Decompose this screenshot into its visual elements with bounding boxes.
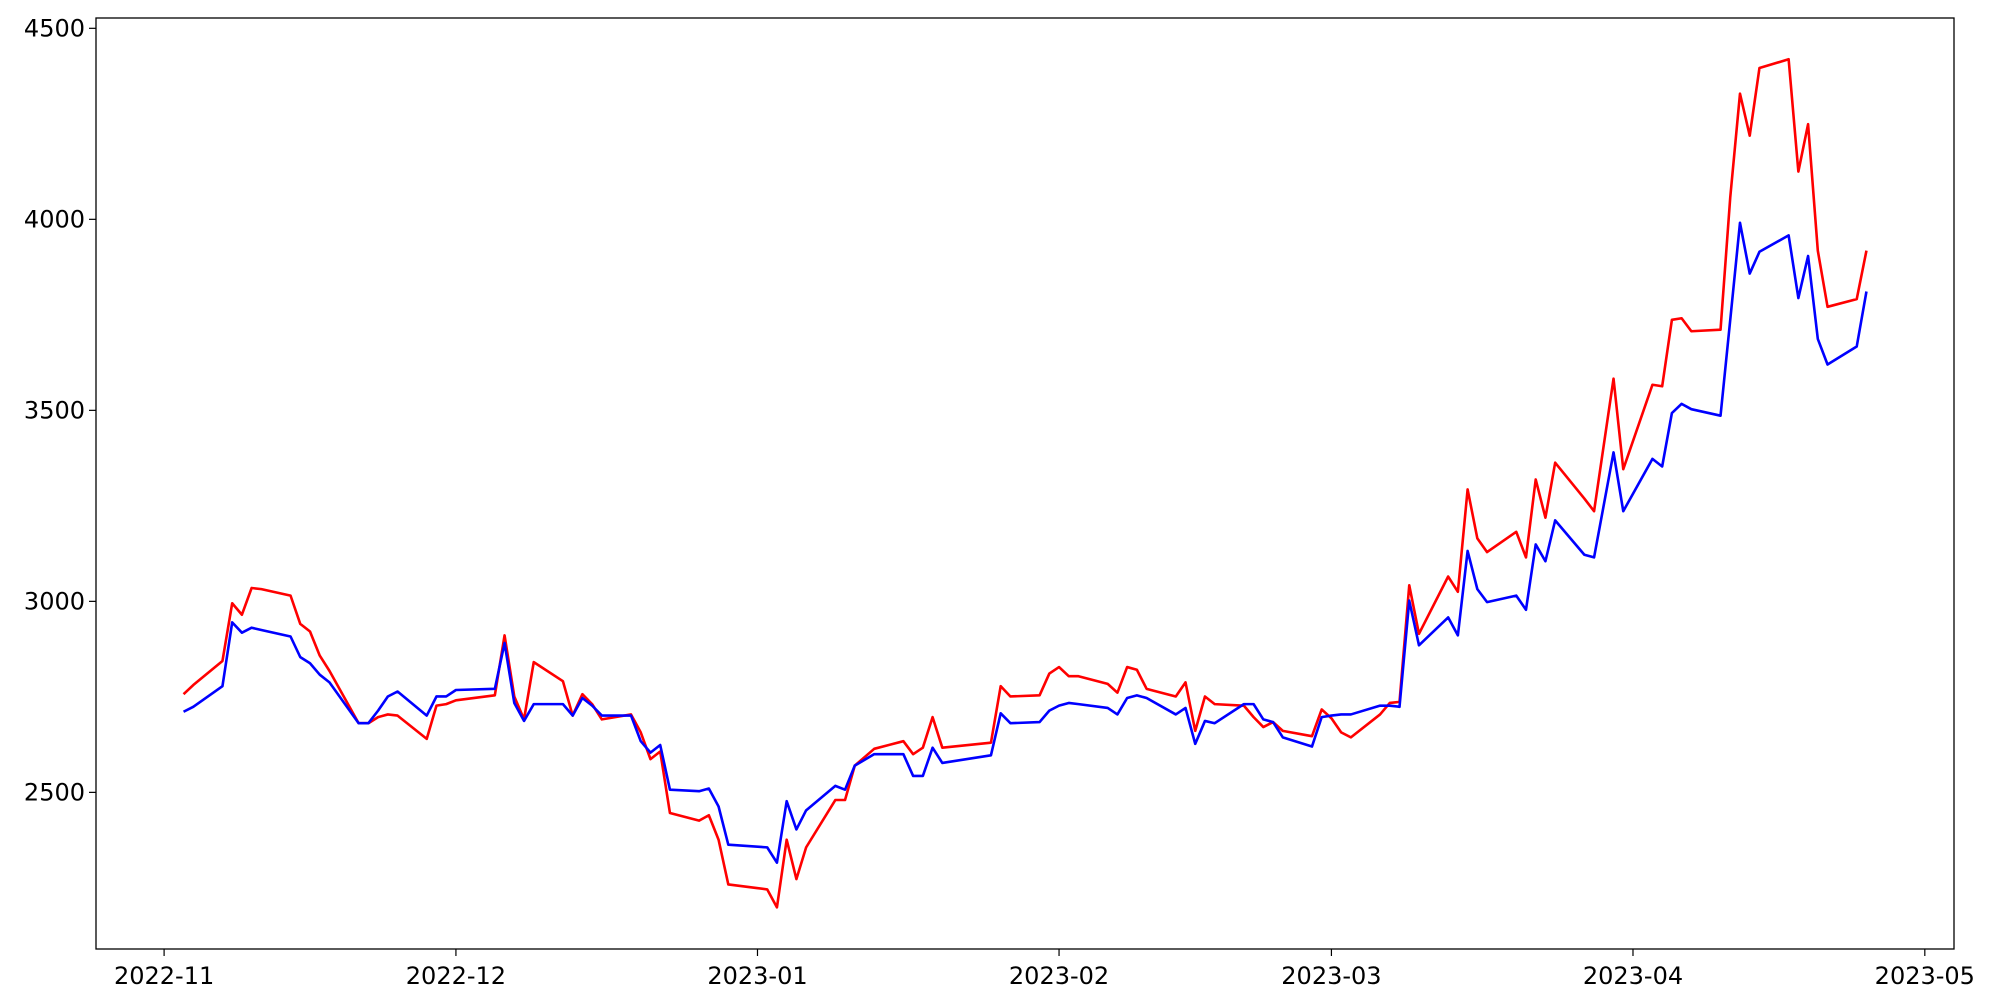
y-tick-label: 4000 [24,205,85,233]
x-tick-label: 2023-01 [707,962,807,990]
y-tick-label: 3000 [24,587,85,615]
x-tick-label: 2023-02 [1009,962,1109,990]
x-tick-label: 2023-05 [1875,962,1975,990]
x-tick-label: 2023-04 [1583,962,1683,990]
plot-frame [95,17,1955,950]
x-tick-label: 2023-03 [1281,962,1381,990]
data-line [182,57,1868,909]
data-line [182,221,1868,864]
x-tick-label: 2022-12 [406,962,506,990]
y-tick-label: 3500 [24,396,85,424]
y-tick-label: 4500 [24,14,85,42]
x-tick-label: 2022-11 [114,962,214,990]
y-tick-label: 2500 [24,778,85,806]
